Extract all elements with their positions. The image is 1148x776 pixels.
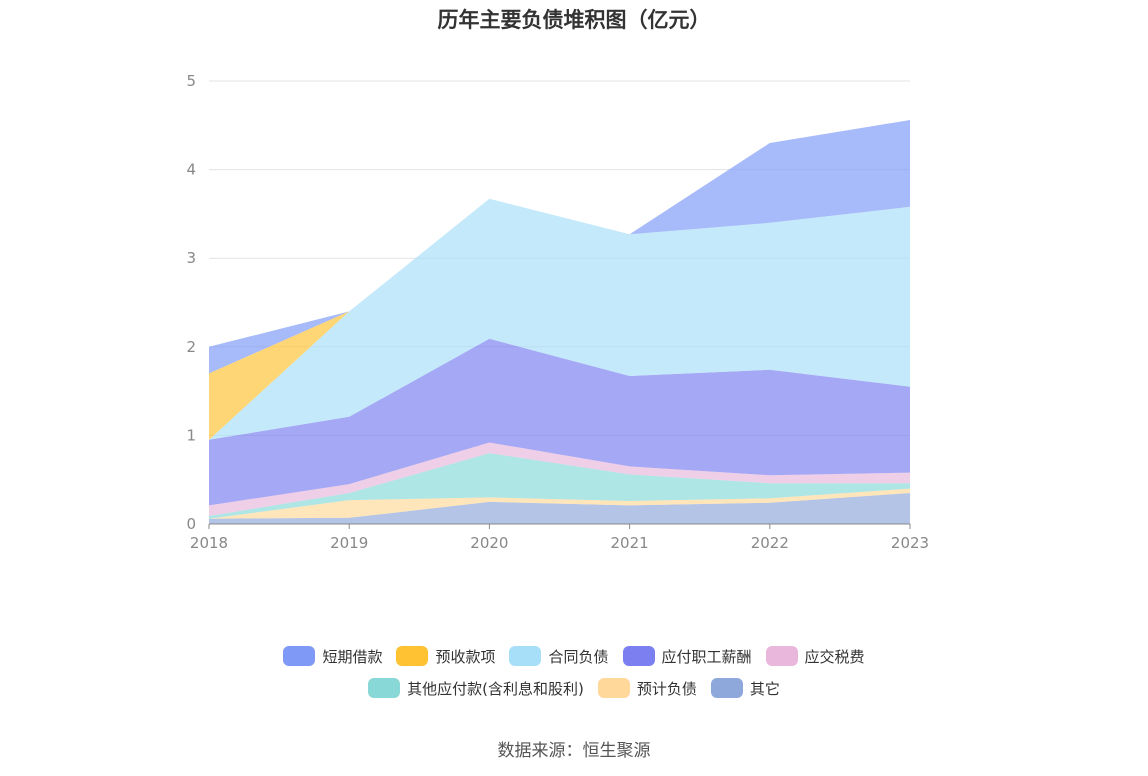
area-series	[209, 453, 910, 519]
legend-swatch	[710, 678, 743, 698]
legend-item[interactable]: 应交税费	[765, 646, 865, 667]
legend-item[interactable]: 短期借款	[283, 646, 382, 667]
legend-item[interactable]: 合同负债	[509, 646, 609, 667]
data-source: 数据来源：恒生聚源	[497, 741, 651, 761]
area-series	[209, 120, 910, 374]
x-tick-label: 2019	[330, 534, 368, 552]
legend-item[interactable]: 预计负债	[597, 678, 697, 699]
legend-row: 其他应付款(含利息和股利) 预计负债 其它	[0, 672, 1148, 704]
legend-label: 应付职工薪酬	[661, 647, 752, 666]
legend-label: 其它	[749, 679, 780, 698]
x-tick-label: 2023	[891, 534, 929, 552]
legend-swatch	[765, 646, 798, 666]
x-tick-label: 2021	[611, 534, 649, 552]
area-series	[209, 198, 910, 440]
x-tick-label: 2020	[470, 534, 508, 552]
legend-label: 应交税费	[804, 647, 865, 666]
legend-row: 短期借款 预收款项 合同负债 应付职工薪酬 应交税费	[0, 640, 1148, 672]
area-series	[209, 488, 910, 519]
legend-label: 预收款项	[435, 647, 496, 666]
x-tick-label: 2022	[751, 534, 789, 552]
legend-label: 合同负债	[548, 647, 609, 666]
y-tick-label: 1	[186, 426, 196, 444]
chart-title: 历年主要负债堆积图（亿元）	[437, 8, 711, 32]
legend-swatch	[283, 646, 316, 666]
legend-label: 其他应付款(含利息和股利)	[407, 679, 584, 698]
area-series	[209, 338, 910, 506]
y-tick-label: 2	[186, 338, 196, 356]
y-tick-label: 3	[186, 249, 196, 267]
legend-label: 预计负债	[636, 679, 697, 698]
stacked-areas	[209, 120, 910, 524]
y-tick-label: 5	[186, 72, 196, 90]
legend-item[interactable]: 预收款项	[396, 646, 495, 667]
axes: 0 1 2 3 4 5 2018 2019 2020 2021 2022 2023	[186, 72, 929, 552]
legend-swatch	[396, 646, 429, 666]
legend-item[interactable]: 其他应付款(含利息和股利)	[368, 678, 584, 699]
legend-swatch	[597, 678, 630, 698]
legend-swatch	[622, 646, 655, 666]
legend-label: 短期借款	[322, 647, 383, 666]
area-series	[209, 442, 910, 516]
legend-item[interactable]: 其它	[710, 678, 780, 699]
legend-swatch	[509, 646, 542, 666]
y-tick-label: 0	[186, 515, 196, 533]
y-tick-label: 4	[186, 161, 196, 179]
legend-swatch	[368, 678, 401, 698]
area-series	[209, 493, 910, 524]
x-tick-label: 2018	[190, 534, 228, 552]
legend-item[interactable]: 应付职工薪酬	[622, 646, 752, 667]
legend: 短期借款 预收款项 合同负债 应付职工薪酬 应交税费 其他应付款(含利息和股利) 预计负债其…	[0, 640, 1148, 704]
